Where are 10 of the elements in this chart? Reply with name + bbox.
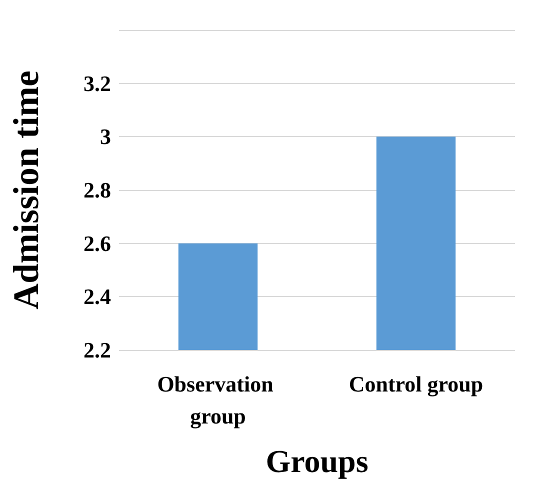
y-tick-label: 2.4	[84, 284, 111, 310]
y-tick-label: 2.8	[84, 178, 111, 202]
x-tick-label: Control group	[348, 372, 484, 396]
y-tick-label: 3	[100, 124, 111, 150]
y-tick-label: 3.2	[84, 70, 111, 96]
y-tick-label: 2.6	[84, 230, 111, 256]
y-tick-label: 2.2	[84, 338, 111, 362]
x-axis-title: Groups	[266, 443, 368, 479]
x-tick-label: Observation group	[157, 372, 279, 428]
y-axis-title: Admission time	[6, 70, 46, 310]
